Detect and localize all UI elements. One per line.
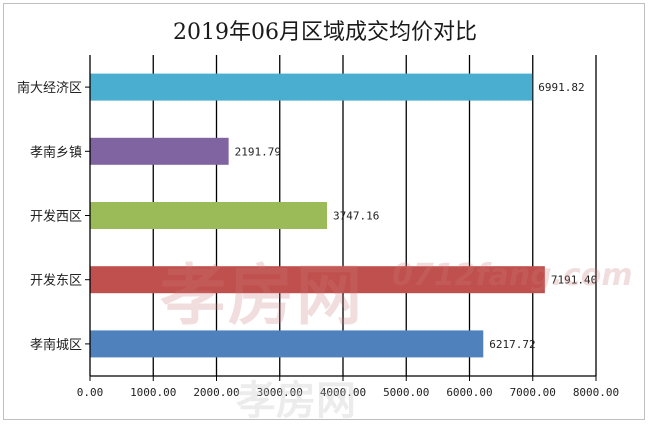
category-label: 南大经济区 — [17, 80, 82, 96]
value-label: 7191.40 — [551, 274, 597, 287]
chart-title: 2019年06月区域成交均价对比 — [173, 20, 477, 45]
x-tick-label: 4000.00 — [320, 386, 366, 399]
category-label: 开发西区 — [30, 209, 82, 225]
watermark-logo: 孝房网 — [160, 257, 364, 334]
watermark-bottom: 孝房网 — [236, 378, 356, 424]
category-label: 孝南乡镇 — [30, 144, 82, 160]
x-tick-label: 6000.00 — [446, 386, 492, 399]
x-tick-label: 1000.00 — [130, 386, 176, 399]
bar — [90, 202, 328, 229]
value-label: 3747.16 — [333, 210, 379, 223]
x-tick-label: 7000.00 — [510, 386, 556, 399]
value-label: 2191.79 — [235, 145, 281, 158]
x-tick-label: 5000.00 — [383, 386, 429, 399]
value-label: 6991.82 — [538, 81, 584, 94]
value-label: 6217.72 — [489, 338, 535, 351]
labels: 0.00 1000.00 2000.00 3000.00 4000.00 5000.00 6… — [17, 80, 619, 399]
watermark-url: 0712fang.com — [392, 258, 633, 293]
x-tick-label: 2000.00 — [193, 386, 239, 399]
axes — [85, 55, 597, 381]
x-tick-label: 0.00 — [77, 386, 104, 399]
bar — [90, 137, 229, 165]
x-tick-label: 8000.00 — [573, 386, 619, 399]
bars — [90, 73, 545, 358]
category-label: 开发东区 — [30, 273, 82, 289]
bar — [90, 330, 484, 358]
category-label: 孝南城区 — [30, 337, 82, 353]
bar — [90, 266, 545, 294]
x-tick-label: 3000.00 — [257, 386, 303, 399]
bar — [90, 73, 533, 101]
